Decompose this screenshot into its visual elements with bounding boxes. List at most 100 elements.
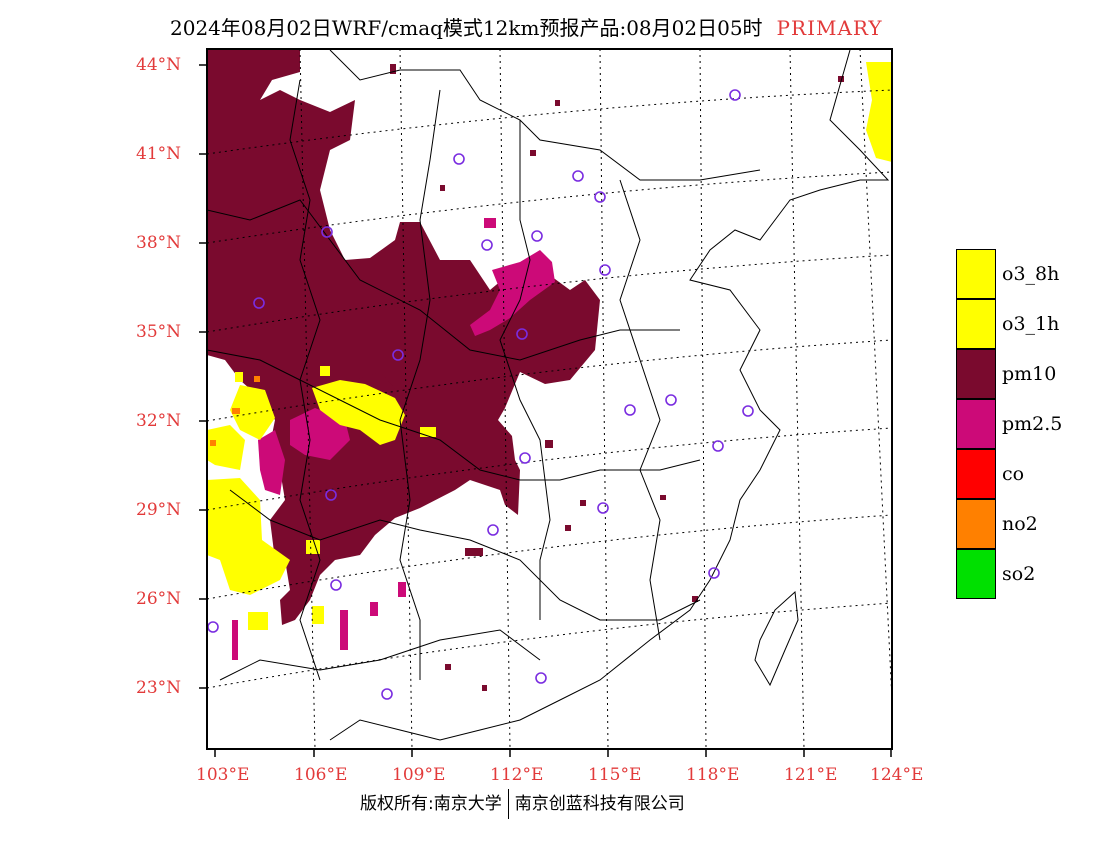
station-marker <box>453 153 465 165</box>
station-marker <box>742 405 754 417</box>
station-marker <box>516 328 528 340</box>
lat-label: 26°N <box>136 589 182 609</box>
pm25-dot <box>370 602 378 616</box>
lon-line-115 <box>599 49 609 749</box>
station-marker <box>729 89 741 101</box>
no2-dot <box>232 408 240 414</box>
pm10-dot <box>465 548 483 556</box>
pm10-dot <box>440 185 445 191</box>
lon-label: 106°E <box>294 765 348 785</box>
station-marker <box>624 404 636 416</box>
lat-label: 41°N <box>136 144 182 164</box>
pm10-dot <box>565 525 571 531</box>
lon-tick-marks <box>214 749 892 757</box>
station-marker <box>712 440 724 452</box>
o3-region <box>207 425 245 470</box>
pm10-dot <box>390 64 396 74</box>
lon-line-118 <box>699 49 707 749</box>
lon-line-124 <box>859 49 892 701</box>
pm25-region <box>470 250 555 336</box>
o3-region <box>866 62 892 162</box>
map-title: 2024年08月02日WRF/cmaq模式12km预报产品:08月02日05时 P… <box>170 12 883 41</box>
legend-label: o3_8h <box>1002 263 1060 285</box>
lat-label: 35°N <box>136 322 182 342</box>
legend-swatch <box>956 549 996 599</box>
lat-tick-marks <box>199 64 207 689</box>
station-marker <box>487 524 499 536</box>
lon-label: 112°E <box>490 765 544 785</box>
no2-dot <box>210 440 216 446</box>
pm10-dot <box>692 596 698 602</box>
no2-dot <box>254 376 260 382</box>
legend-label: pm2.5 <box>1002 413 1063 435</box>
o3-region <box>230 385 275 440</box>
pm10-dot <box>530 150 536 156</box>
pm10-dot <box>545 440 553 448</box>
station-marker <box>519 452 531 464</box>
boundary-lines <box>207 49 890 741</box>
province-line <box>619 179 661 641</box>
lon-line-106 <box>299 49 316 749</box>
lon-label: 115°E <box>588 765 642 785</box>
pm25-dot <box>398 582 406 597</box>
o3-dot <box>248 612 268 630</box>
station-marker <box>330 579 342 591</box>
pollution-layer <box>207 49 892 691</box>
province-line <box>229 489 701 621</box>
pm10-dot <box>580 500 586 506</box>
footer-divider <box>507 789 509 819</box>
station-marker <box>381 688 393 700</box>
legend-label: pm10 <box>1002 363 1057 385</box>
map-frame <box>206 48 893 750</box>
station-marker <box>481 239 493 251</box>
station-marker <box>594 191 606 203</box>
legend-swatch <box>956 349 996 399</box>
pm10-region <box>207 49 600 625</box>
lon-label: 121°E <box>784 765 838 785</box>
legend-label: no2 <box>1002 513 1038 535</box>
title-text: 2024年08月02日WRF/cmaq模式12km预报产品:08月02日05时 <box>170 16 763 40</box>
pm10-dot <box>555 100 560 106</box>
legend-swatch <box>956 449 996 499</box>
legend-label: so2 <box>1002 563 1036 585</box>
o3-region <box>207 478 290 595</box>
coastline <box>329 49 890 741</box>
pm10-dot <box>445 664 451 670</box>
legend-swatch <box>956 249 996 299</box>
station-marker <box>599 264 611 276</box>
taiwan-outline <box>754 590 799 687</box>
lat-label: 38°N <box>136 233 182 253</box>
lon-line-112 <box>499 49 511 749</box>
lon-line-121 <box>789 49 805 749</box>
station-marker <box>392 349 404 361</box>
lon-label: 109°E <box>392 765 446 785</box>
lon-label: 118°E <box>686 765 740 785</box>
pm10-dot <box>660 495 666 500</box>
legend-label: o3_1h <box>1002 313 1060 335</box>
o3-dot <box>235 372 243 382</box>
o3-dot <box>312 606 324 624</box>
pm25-dot <box>232 620 238 660</box>
station-marker <box>708 567 720 579</box>
pm25-dot <box>340 610 348 650</box>
o3-dot <box>420 427 436 437</box>
o3-dot <box>306 540 320 554</box>
province-line <box>289 79 321 681</box>
graticule <box>207 49 892 749</box>
province-line <box>399 89 441 680</box>
lat-label: 29°N <box>136 500 182 520</box>
station-marker <box>572 170 584 182</box>
legend-label: co <box>1002 463 1025 485</box>
province-line <box>207 199 680 361</box>
lat-label: 23°N <box>136 678 182 698</box>
pm25-region <box>258 430 285 495</box>
pm10-dot <box>838 76 844 82</box>
lon-label: 124°E <box>870 765 924 785</box>
o3-region <box>312 380 405 445</box>
station-marker <box>597 502 609 514</box>
province-line <box>207 349 701 481</box>
station-marker <box>321 226 333 238</box>
station-marker <box>325 489 337 501</box>
pm10-dot <box>482 685 487 691</box>
